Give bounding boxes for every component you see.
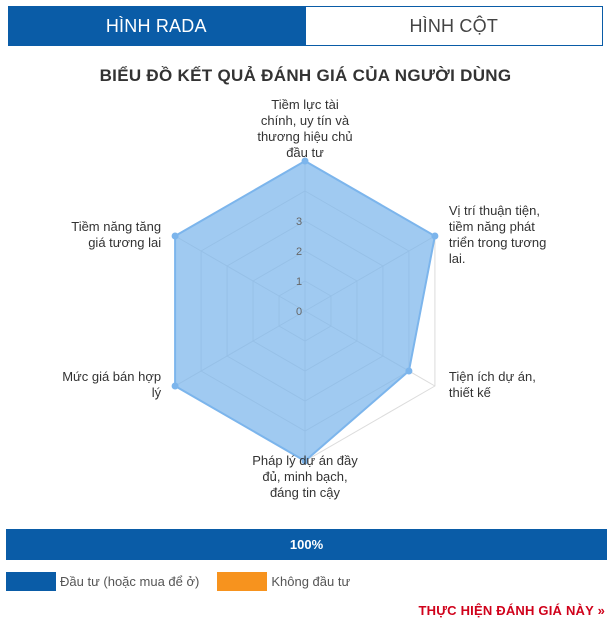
category-label-line: tiềm năng phát	[449, 219, 535, 234]
category-label-line: đầu tư	[286, 145, 324, 160]
category-label-2: Tiện ích dự án, thiết kế	[449, 369, 536, 400]
radial-tick-label-1: 1	[296, 276, 302, 288]
chart-type-tabs: HÌNH RADA HÌNH CỘT	[8, 6, 603, 46]
category-label-5: Tiềm năng tăng giá tương lai	[71, 219, 161, 250]
radar-point-0-4	[171, 382, 179, 390]
category-label-line: triển trong tương	[449, 235, 546, 250]
category-label-line: đủ, minh bạch,	[262, 469, 347, 484]
category-label-line: Mức giá bán hợp	[62, 369, 161, 384]
chart-title: BIỂU ĐỒ KẾT QUẢ ĐÁNH GIÁ CỦA NGƯỜI DÙNG	[99, 66, 512, 85]
legend-swatch-invest	[6, 572, 56, 591]
category-label-line: thương hiệu chủ	[257, 129, 352, 144]
category-label-line: Tiềm lực tài	[271, 97, 339, 112]
category-label-line: Tiện ích dự án,	[449, 369, 536, 384]
radial-tick-label-3: 3	[296, 216, 302, 228]
legend-item-invest[interactable]: Đầu tư (hoặc mua để ở)	[6, 572, 199, 591]
radar-series-area-0	[174, 159, 437, 463]
category-label-1: Vị trí thuận tiện, tiềm năng phát triển tr…	[449, 203, 546, 266]
radar-point-0-0	[301, 157, 309, 165]
category-label-line: giá tương lai	[88, 235, 161, 250]
radial-tick-label-2: 2	[296, 246, 302, 258]
category-label-line: Pháp lý dự án đầy	[252, 453, 358, 468]
progress-label: 100%	[289, 537, 324, 552]
category-label-line: đáng tin cậy	[270, 485, 341, 500]
radar-point-0-5	[171, 232, 179, 240]
category-label-line: Vị trí thuận tiện,	[449, 203, 540, 218]
category-label-4: Mức giá bán hợp lý	[62, 369, 161, 400]
radial-tick-label-0: 0	[296, 306, 302, 318]
legend-swatch-no-invest	[217, 572, 268, 591]
legend-label-no-invest: Không đầu tư	[271, 574, 351, 589]
radar-point-0-3	[301, 457, 309, 465]
tab-bar[interactable]: HÌNH CỘT	[304, 6, 603, 46]
progress-bar: 100%	[6, 529, 607, 560]
category-label-line: lai.	[449, 251, 466, 266]
legend-label-invest: Đầu tư (hoặc mua để ở)	[60, 574, 200, 589]
radar-chart: 0 1 2 3 Tiềm lực tài chính, uy tín và thương h…	[62, 97, 546, 500]
category-label-line: thiết kế	[449, 385, 492, 400]
category-label-line: lý	[152, 385, 162, 400]
legend-item-no-invest[interactable]: Không đầu tư	[217, 572, 350, 591]
category-label-0: Tiềm lực tài chính, uy tín và thương hiệu …	[257, 97, 352, 160]
category-label-line: chính, uy tín và	[261, 113, 350, 128]
legend: Đầu tư (hoặc mua để ở) Không đầu tư	[6, 572, 368, 591]
tab-radar[interactable]: HÌNH RADA	[8, 6, 305, 46]
radar-point-0-1	[431, 232, 439, 240]
category-label-3: Pháp lý dự án đầy đủ, minh bạch, đáng tin …	[252, 453, 358, 500]
rate-this-link[interactable]: THỰC HIỆN ĐÁNH GIÁ NÀY »	[418, 603, 605, 618]
category-label-line: Tiềm năng tăng	[71, 219, 161, 234]
radar-point-0-2	[405, 367, 413, 375]
